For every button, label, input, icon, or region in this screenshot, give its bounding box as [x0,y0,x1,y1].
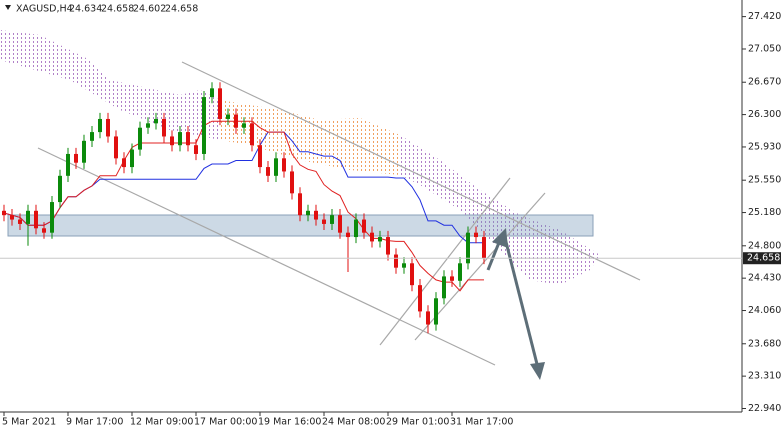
header-icon [5,5,11,10]
candle-body [418,285,422,312]
current-price-label: 24.658 [747,253,780,264]
channel-lines [37,61,641,366]
candle-body [266,167,270,176]
candle-body [66,153,70,176]
x-tick-label: 31 Mar 17:00 [450,417,513,428]
y-tick-label: 23.680 [748,338,781,349]
candle-body [98,118,102,133]
x-tick-label: 24 Mar 08:00 [322,417,385,428]
candle-body [338,215,342,233]
candle-body [458,263,462,281]
candle-body [250,123,254,146]
candle-body [466,232,470,264]
x-tick-label: 29 Mar 01:00 [386,417,449,428]
candle-body [90,132,94,141]
candle-body [226,114,230,119]
y-tick-label: 23.310 [748,371,781,382]
candle-body [218,88,222,119]
candle-body [378,237,382,242]
candle-body [26,210,30,224]
y-tick-label: 27.420 [748,11,781,22]
candle-body [194,145,198,154]
candle-body [282,158,286,172]
candle-body [274,158,278,176]
y-tick-label: 25.930 [748,141,781,152]
candle-body [154,118,158,124]
current-price-box [743,252,781,265]
candle-body [50,202,54,233]
candle-body [306,210,310,216]
candle-body [258,145,262,168]
x-tick-label: 17 Mar 00:00 [194,417,257,428]
header-close: 24.658 [165,4,198,15]
candle-body [442,276,446,299]
candle-body [450,276,454,281]
header-symbol: XAGUSD,H4 [16,4,73,15]
candle-body [10,215,14,220]
candle-body [202,97,206,154]
candle-body [434,298,438,325]
header-open: 24.634 [69,4,102,15]
forecast-arrows [486,228,545,380]
y-tick-label: 25.180 [748,207,781,218]
x-tick-label: 9 Mar 17:00 [66,417,123,428]
candle-body [474,232,478,238]
candle-body [138,127,142,150]
candle-body [402,263,406,268]
candle-body [210,88,214,98]
candle-body [114,136,118,159]
candle-body [178,132,182,146]
candle-body [42,228,46,233]
candle-body [234,114,238,128]
candle-body [242,123,246,128]
candle-body [122,158,126,168]
y-tick-label: 22.940 [748,403,781,414]
candle-body [186,132,190,146]
candle-body [290,171,294,194]
candle-body [482,237,486,259]
candle-body [314,210,318,220]
candle-body [130,149,134,168]
y-tick-label: 24.430 [748,273,781,284]
candle-body [106,118,110,137]
candle-body [386,237,390,255]
y-tick-label: 26.670 [748,77,781,88]
candle-body [330,215,334,224]
candle-body [82,140,86,163]
candle-body [426,311,430,325]
candle-body [394,254,398,268]
candle-body [354,219,358,238]
candle-body [162,118,166,137]
candle-body [2,210,6,216]
y-tick-label: 24.800 [748,240,781,251]
y-tick-label: 27.050 [748,43,781,54]
candle-body [362,219,366,233]
candle-body [370,232,374,242]
header-low: 24.602 [133,4,166,15]
header-high: 24.658 [101,4,134,15]
plot-area [0,0,742,412]
candle-body [58,175,62,203]
candle-body [410,263,414,286]
price-plot [2,82,486,334]
y-tick-label: 26.300 [748,109,781,120]
x-tick-label: 19 Mar 16:00 [258,417,321,428]
candle-body [322,219,326,224]
x-tick-label: 12 Mar 09:00 [130,417,193,428]
x-tick-label: 5 Mar 2021 [2,417,56,428]
y-tick-label: 25.550 [748,175,781,186]
candle-body [34,210,38,229]
candle-body [18,219,22,224]
candle-body [298,193,302,216]
candle-body [346,232,350,238]
candle-body [74,153,78,163]
ichimoku-cloud [0,30,600,285]
y-tick-label: 24.060 [748,305,781,316]
candle-body [170,136,174,146]
candle-body [146,123,150,128]
